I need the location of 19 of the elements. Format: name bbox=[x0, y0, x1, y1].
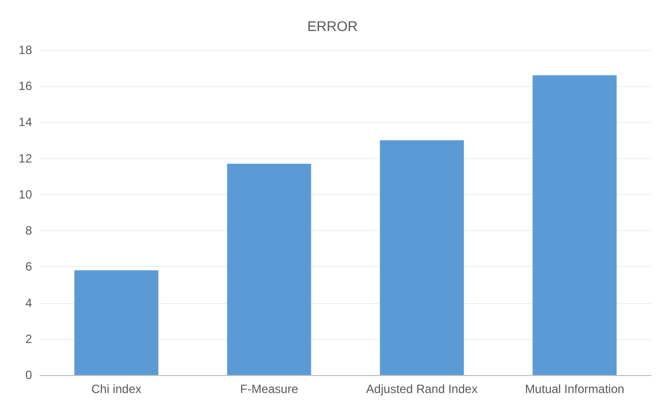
x-tick-label: Mutual Information bbox=[524, 382, 624, 396]
y-tick-label: 10 bbox=[18, 187, 32, 202]
x-tick-label: F-Measure bbox=[240, 382, 298, 396]
bar bbox=[227, 164, 312, 375]
x-tick-label: Chi index bbox=[91, 382, 142, 396]
bar bbox=[74, 270, 158, 375]
y-tick-label: 4 bbox=[25, 296, 32, 310]
y-tick-label: 18 bbox=[18, 43, 32, 57]
chart-title: ERROR bbox=[307, 18, 358, 34]
y-tick-label: 12 bbox=[18, 151, 32, 166]
y-tick-label: 6 bbox=[25, 260, 32, 274]
y-tick-label: 14 bbox=[18, 115, 32, 130]
y-tick-label: 8 bbox=[25, 224, 32, 238]
bar bbox=[380, 140, 464, 375]
y-tick-label: 2 bbox=[25, 332, 32, 346]
x-tick-label: Adjusted Rand Index bbox=[366, 382, 478, 396]
bar bbox=[532, 75, 617, 375]
y-tick-label: 0 bbox=[25, 368, 32, 382]
y-tick-label: 16 bbox=[18, 79, 32, 94]
